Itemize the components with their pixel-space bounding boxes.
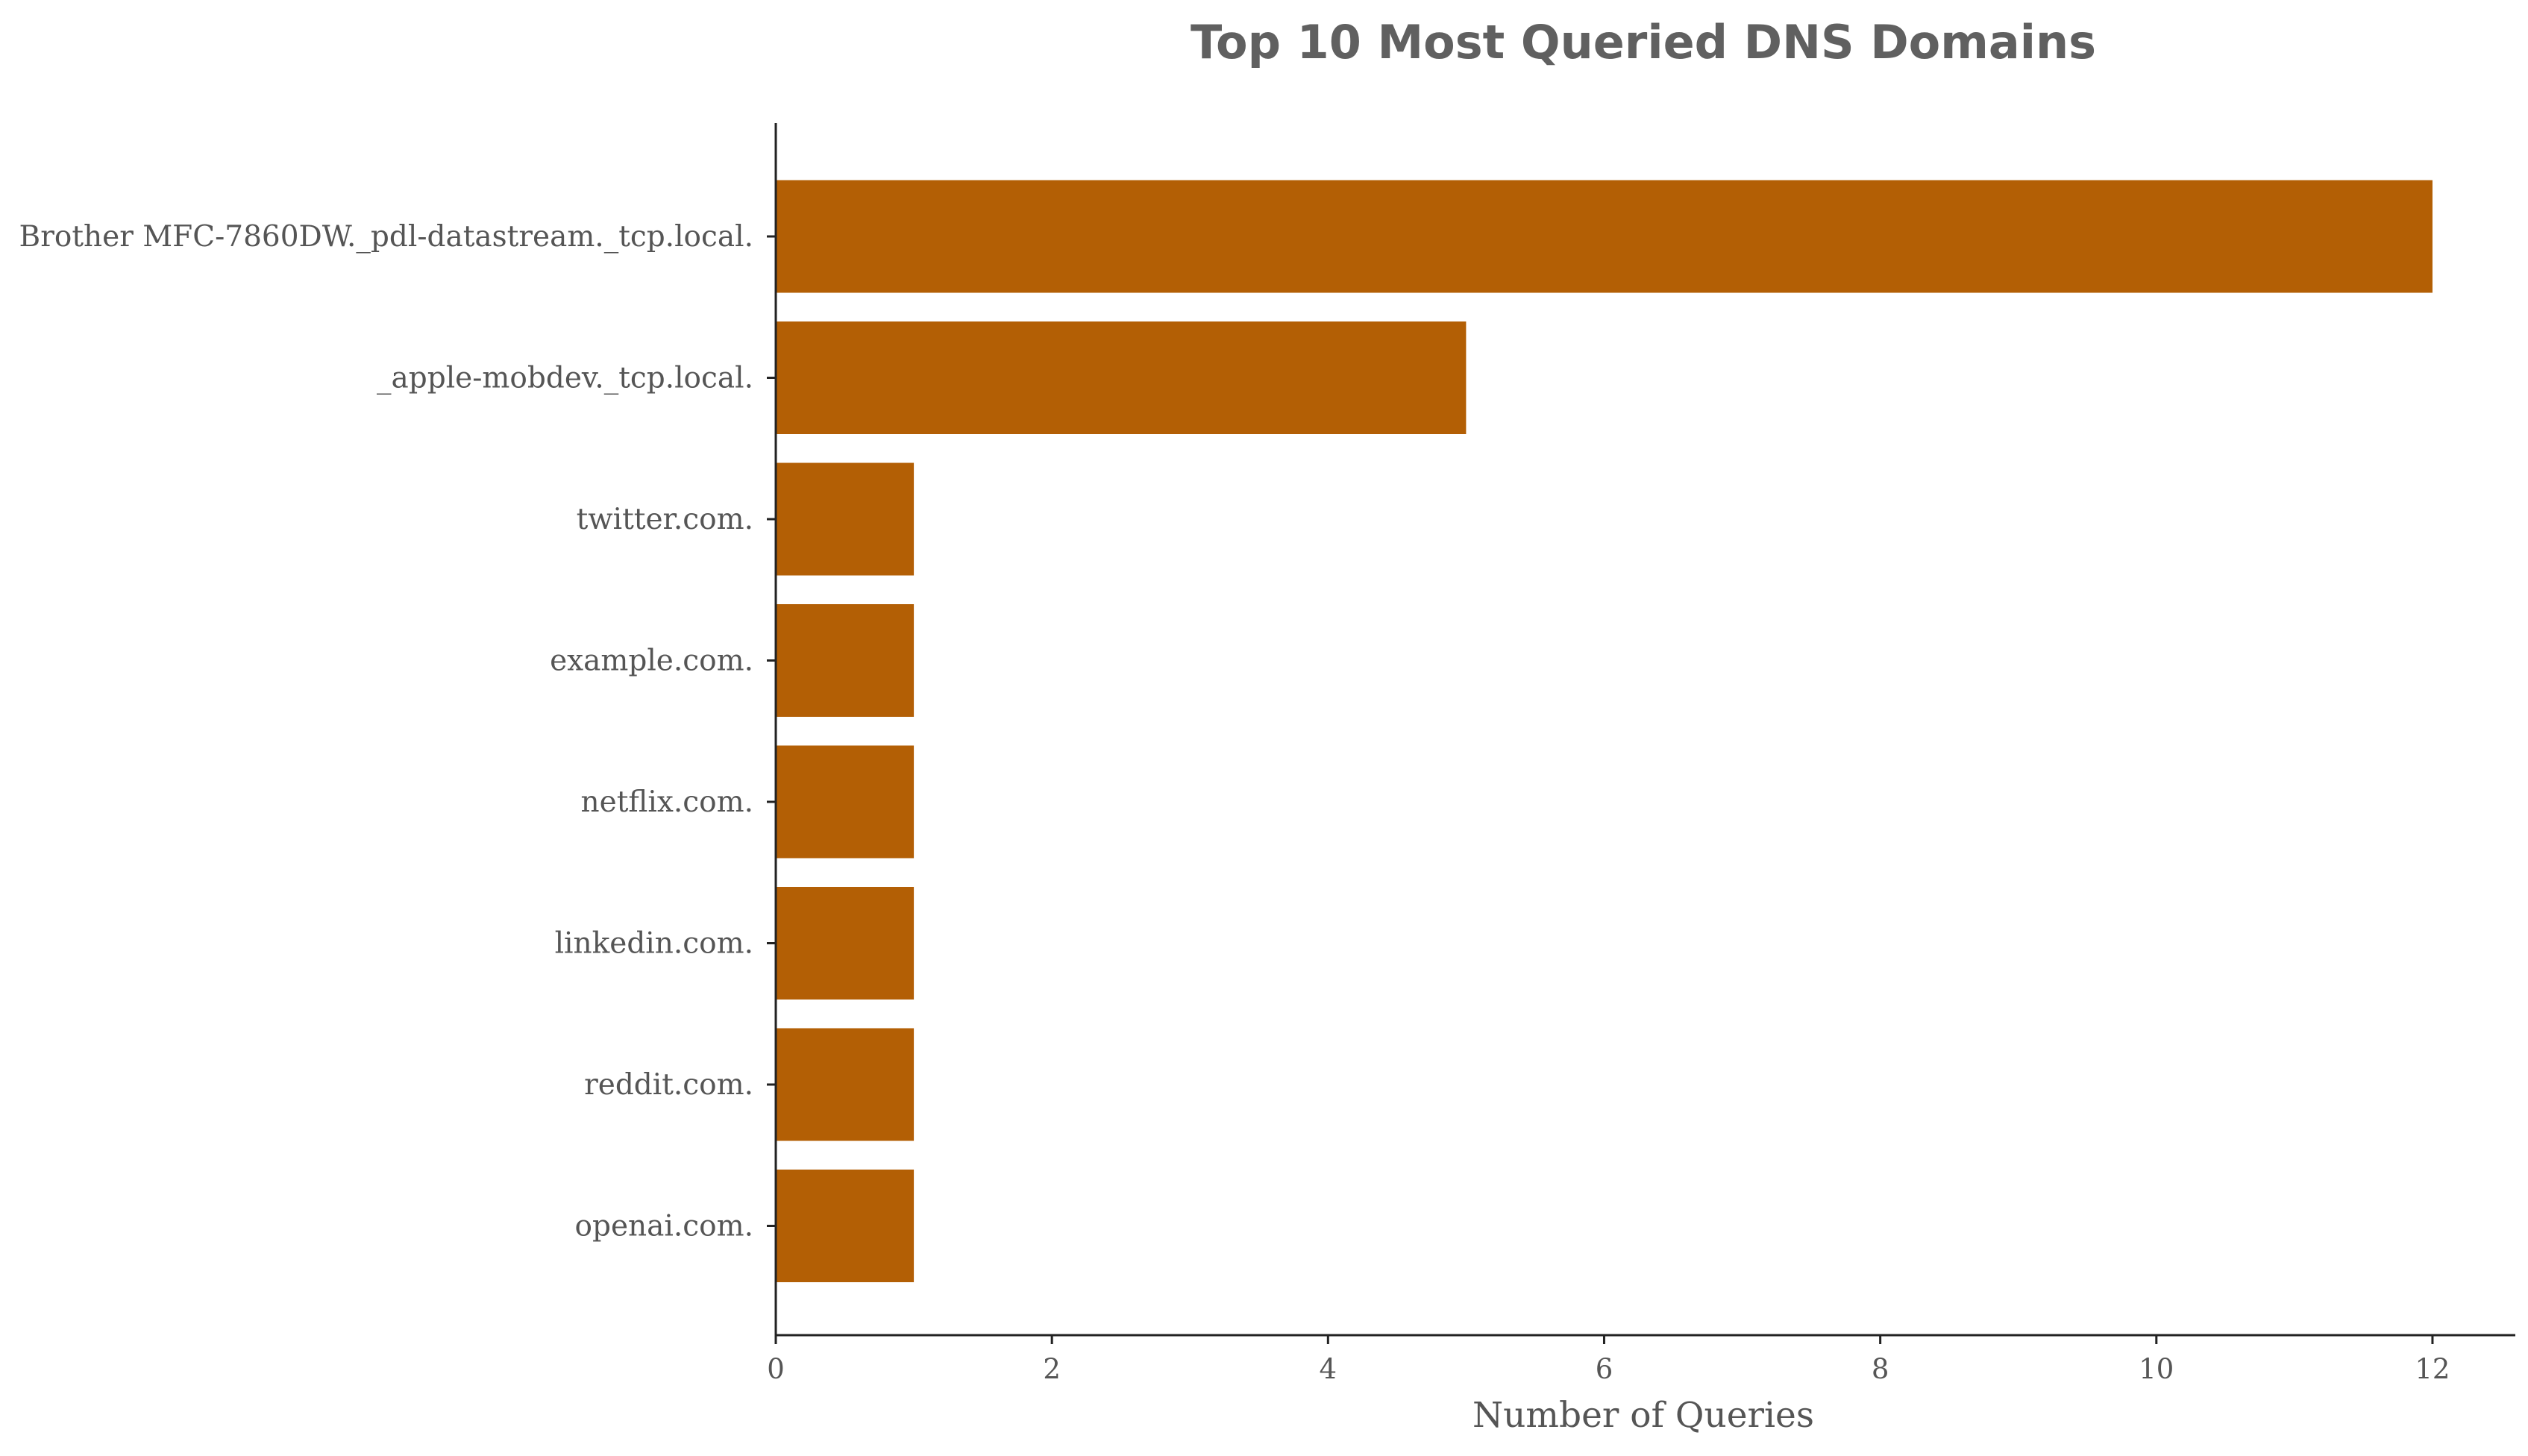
y-tick-label: Brother MFC-7860DW._pdl-datastream._tcp.…: [19, 220, 753, 254]
x-tick-label: 8: [1872, 1353, 1889, 1385]
y-tick-label: linkedin.com.: [555, 927, 753, 961]
bars-group: [776, 180, 2433, 1282]
bar-1: [776, 321, 1467, 434]
y-axis-ticks: Brother MFC-7860DW._pdl-datastream._tcp.…: [19, 220, 776, 1243]
bar-3: [776, 604, 915, 717]
x-tick-label: 10: [2139, 1353, 2174, 1385]
y-tick-label: reddit.com.: [584, 1068, 753, 1102]
x-tick-label: 0: [767, 1353, 785, 1385]
x-tick-label: 2: [1043, 1353, 1061, 1385]
y-tick-label: netflix.com.: [581, 785, 753, 819]
bar-7: [776, 1170, 915, 1282]
chart-title: Top 10 Most Queried DNS Domains: [1191, 15, 2096, 69]
x-tick-label: 6: [1596, 1353, 1613, 1385]
x-tick-label: 4: [1320, 1353, 1337, 1385]
bar-6: [776, 1028, 915, 1141]
y-tick-label: twitter.com.: [577, 503, 753, 536]
bar-0: [776, 180, 2433, 293]
y-tick-label: example.com.: [550, 644, 753, 678]
bar-4: [776, 745, 915, 859]
y-tick-label: openai.com.: [575, 1210, 753, 1243]
y-tick-label: _apple-mobdev._tcp.local.: [377, 362, 753, 395]
bar-2: [776, 462, 915, 576]
x-axis-ticks: 0 2 4 6 8 10 12: [767, 1335, 2450, 1385]
x-axis-label: Number of Queries: [1472, 1395, 1814, 1436]
x-tick-label: 12: [2415, 1353, 2450, 1385]
bar-5: [776, 887, 915, 1000]
